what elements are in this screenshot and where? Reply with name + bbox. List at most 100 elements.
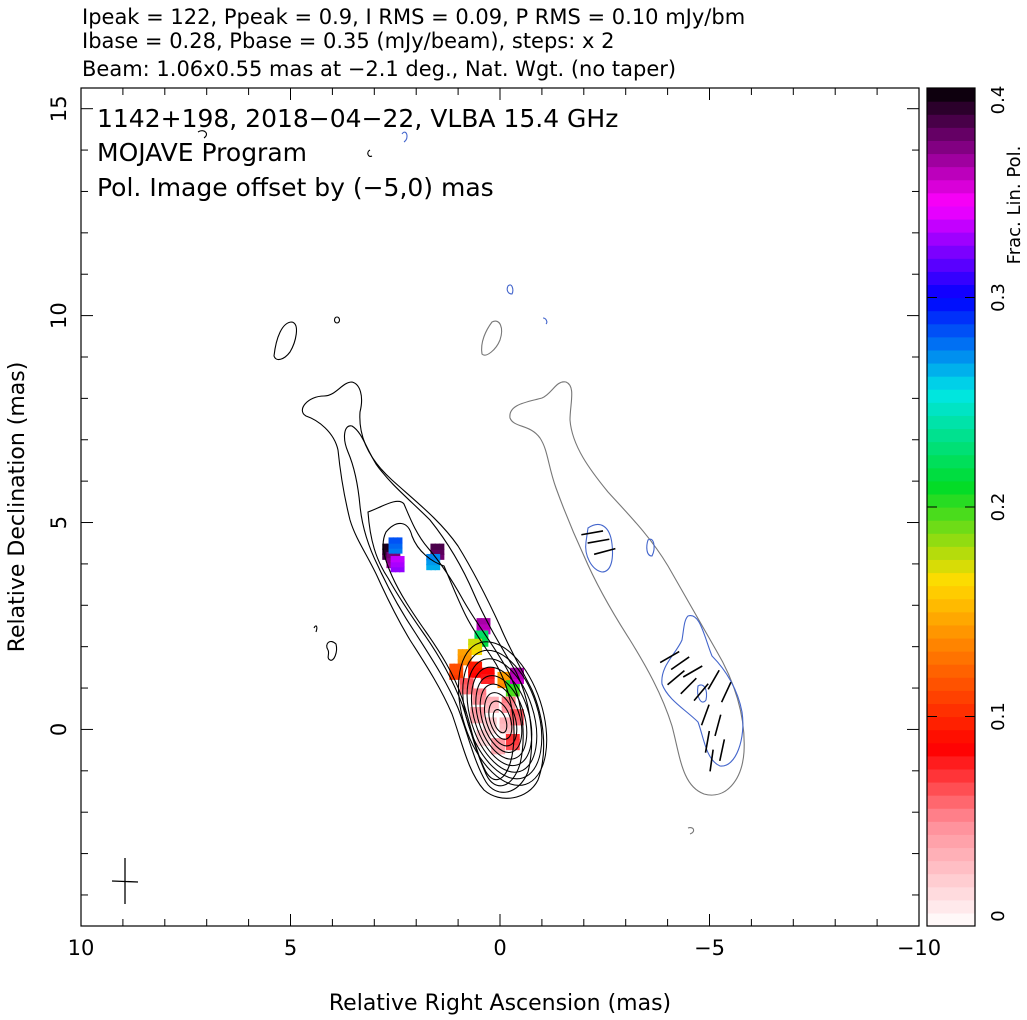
evpa-vector [680,677,697,695]
frac-pol-pixel [480,623,487,630]
colorbar-step [927,402,975,416]
frac-pol-pixel [396,542,403,549]
frac-pol-pixel [472,643,478,651]
frac-pol-pixel [514,719,520,726]
frac-pol-pixel [386,561,392,569]
frac-pol-pixel [495,748,501,755]
colorbar-step [927,559,975,574]
frac-pol-pixel [388,542,395,549]
y-tick-label: 15 [47,95,71,122]
pol-contour-upper-knot [585,524,614,573]
pol-contour-stray-1 [506,284,514,295]
frac-pol-pixel [394,565,401,573]
colorbar-step [927,114,975,128]
frac-pol-pixel [396,537,403,544]
frac-pol-pixel [518,677,524,684]
colorbar-step [927,912,975,927]
frac-pol-pixel [499,727,506,734]
frac-pol-pixel [518,667,524,675]
frac-pol-pixel [426,563,432,571]
frac-pol-pixel [484,739,491,747]
frac-pol-pixel [489,706,495,713]
x-tick-label: 10 [68,936,95,960]
frac-pol-pixel [499,738,506,745]
frac-pol-pixel [449,668,455,675]
colorbar-step [927,755,975,770]
frac-pol-pixel [430,563,436,571]
pol-contour-main [661,615,744,767]
frac-pol-pixel [518,714,524,721]
frac-pol-pixel [501,696,508,704]
frac-pol-pixel [476,688,483,695]
frac-pol-pixel [461,649,468,656]
frac-pol-pixel [480,729,487,737]
frac-pol-pixel [388,547,395,554]
frac-pol-pixel [399,561,405,568]
frac-pol-pixel [476,618,483,625]
colorbar-step [927,323,975,338]
frac-pol-pixel [468,678,474,685]
colorbar-step [927,795,975,809]
frac-pol-pixel [505,701,512,708]
colorbar-gradient [927,88,975,927]
frac-pol-pixel [476,643,483,651]
frac-pol-pixel [453,673,460,680]
colorbar-step [927,428,975,443]
frac-pol-pixel [476,698,483,705]
colorbar-tick-label: 0.1 [988,702,1009,731]
evpa-vector [593,547,616,556]
frac-pol-pixel [468,688,474,695]
frac-pol-pixel [438,553,445,560]
frac-pol-pixel [449,663,455,670]
colorbar-step [927,480,975,495]
frac-pol-pixel [484,734,491,742]
frac-pol-pixel [438,543,445,550]
frac-pol-pixel [388,537,395,544]
jet-contour-level-3 [367,500,524,787]
colorbar-step [927,127,975,141]
frac-pol-pixel [510,672,516,680]
colorbar-step [927,140,975,155]
header-line-2: Ibase = 0.28, Pbase = 0.35 (mJy/beam), s… [82,29,614,53]
core-contour [479,683,523,753]
frac-pol-pixel [392,547,399,554]
total-intensity-jet-contours [197,130,545,799]
frac-pol-pixel [449,673,455,680]
frac-pol-pixel [394,556,401,563]
frac-pol-pixel [501,681,508,689]
frac-pol-pixel [505,671,512,679]
frac-pol-pixel [484,623,491,630]
pol-contour-stray-4 [481,320,503,356]
jet-contour-level-4 [382,522,515,781]
frac-pol-pixel [453,668,460,675]
colorbar-step [927,218,975,233]
frac-pol-pixel [457,649,464,656]
colorbar-step [927,284,975,299]
frac-pol-pixel [468,671,474,678]
colorbar-step [927,533,975,547]
evpa-vector [659,650,680,664]
pol-outer-contour [509,381,745,796]
colorbar-step [927,271,975,286]
colorbar: 0 0.1 0.2 0.3 0.4 Frac. Lin. Pol. [926,86,1025,927]
frac-pol-pixel [499,717,506,724]
frac-pol-pixel [482,630,489,637]
frac-pol-pixel [476,666,483,673]
colorbar-step [927,585,975,600]
colorbar-step [927,507,975,521]
frac-pol-pixel [499,722,506,729]
frac-pol-pixel [472,688,478,695]
frac-pol-pixel [491,722,497,729]
frac-pol-pixel [499,743,506,750]
frac-pol-pixel [394,551,401,559]
colorbar-step [927,860,975,875]
colorbar-step [927,899,975,914]
frac-pol-pixel [472,666,478,673]
frac-pol-pixel [434,558,441,566]
frac-pol-pixel [472,698,478,705]
frac-pol-pixel [396,547,403,554]
frac-pol-pixel [497,681,504,689]
frac-pol-pixel [466,654,472,661]
colorbar-step [927,336,975,351]
frac-pol-pixel [505,738,512,746]
